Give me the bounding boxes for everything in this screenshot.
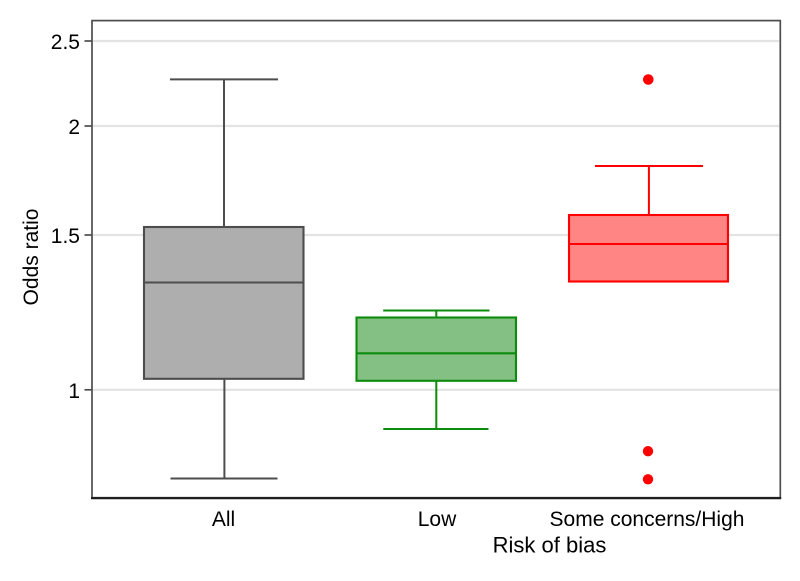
svg-text:Risk of bias: Risk of bias [493, 533, 607, 558]
svg-text:Low: Low [418, 508, 457, 531]
svg-text:Some concerns/High: Some concerns/High [550, 508, 745, 531]
svg-text:2: 2 [68, 116, 80, 139]
svg-text:Odds ratio: Odds ratio [20, 209, 43, 306]
svg-text:1: 1 [68, 380, 80, 403]
svg-text:1.5: 1.5 [51, 225, 80, 248]
svg-text:2.5: 2.5 [51, 31, 80, 54]
svg-text:All: All [212, 508, 235, 531]
